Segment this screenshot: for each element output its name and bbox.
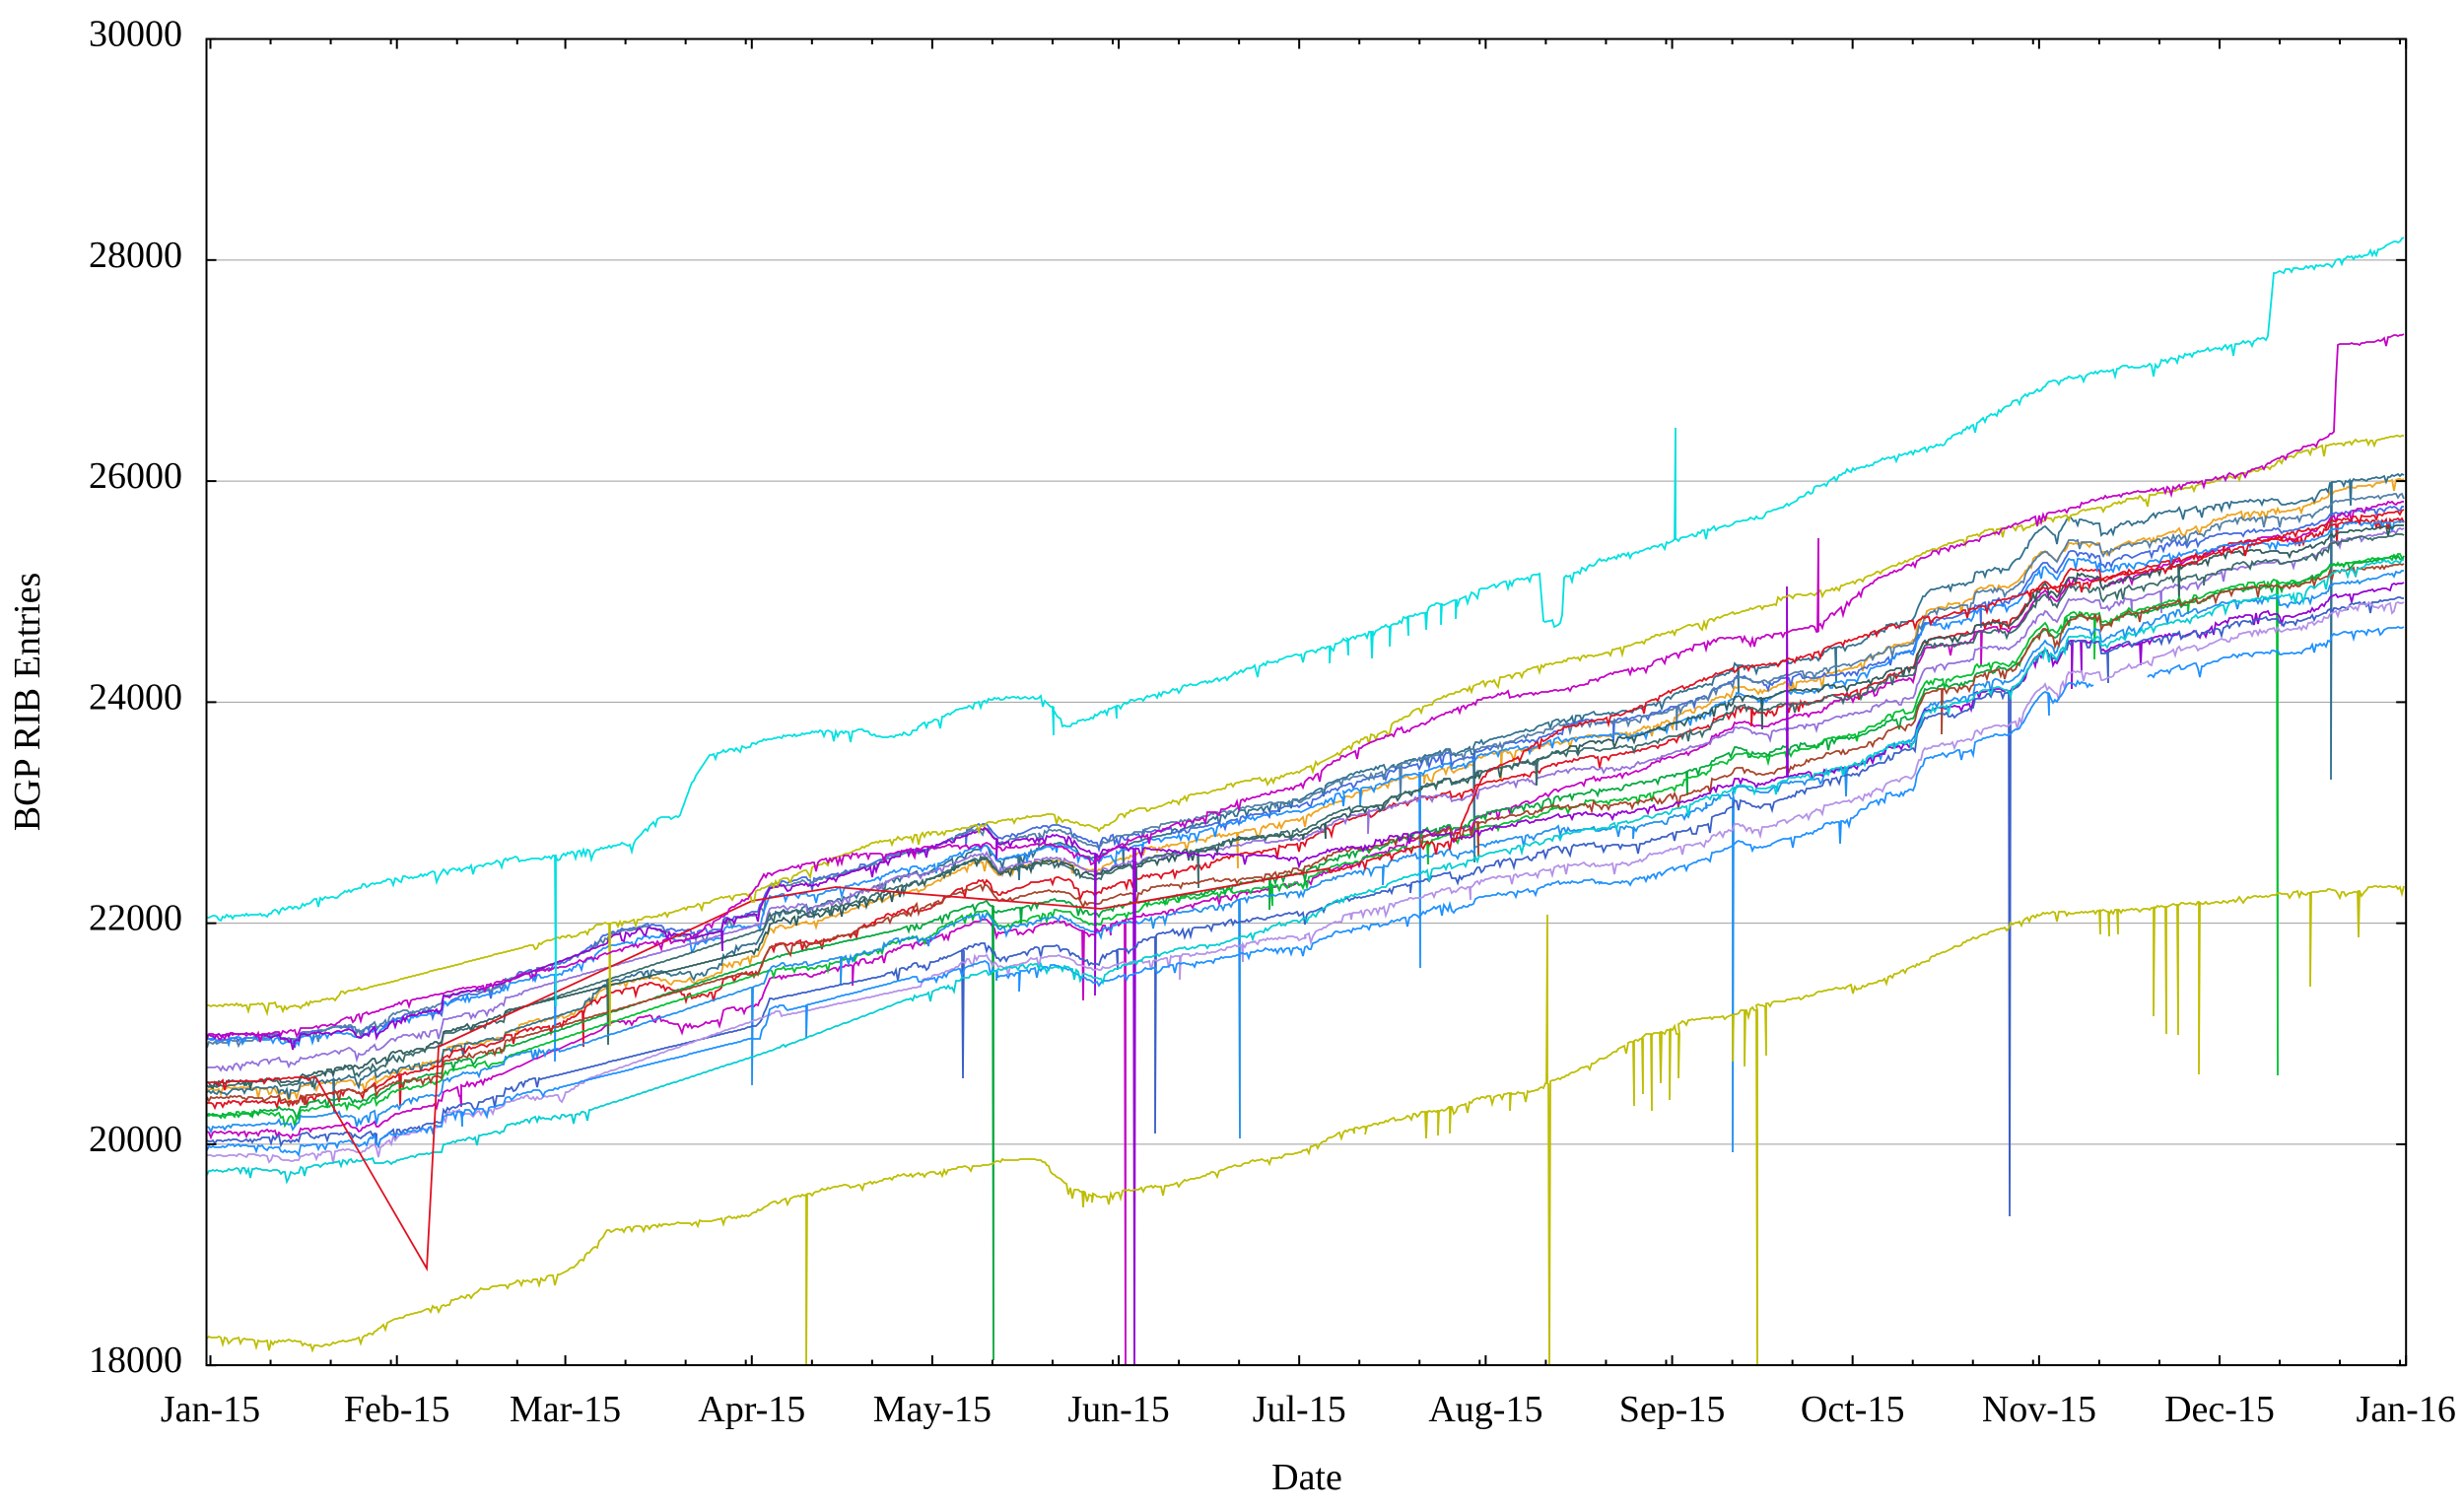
svg-text:22000: 22000 — [89, 898, 182, 939]
svg-text:Jan-15: Jan-15 — [161, 1389, 260, 1430]
svg-text:Nov-15: Nov-15 — [1982, 1389, 2096, 1430]
svg-text:Oct-15: Oct-15 — [1801, 1389, 1905, 1430]
svg-text:Mar-15: Mar-15 — [510, 1389, 621, 1430]
svg-text:Jun-15: Jun-15 — [1067, 1389, 1169, 1430]
svg-text:Date: Date — [1271, 1457, 1342, 1498]
svg-text:BGP RIB Entries: BGP RIB Entries — [7, 573, 48, 832]
svg-text:Apr-15: Apr-15 — [698, 1389, 805, 1430]
svg-text:Jul-15: Jul-15 — [1253, 1389, 1346, 1430]
svg-text:30000: 30000 — [89, 14, 182, 55]
svg-text:Aug-15: Aug-15 — [1428, 1389, 1542, 1430]
svg-text:Jan-16: Jan-16 — [2357, 1389, 2456, 1430]
svg-text:24000: 24000 — [89, 676, 182, 718]
svg-text:May-15: May-15 — [873, 1389, 992, 1430]
svg-text:Dec-15: Dec-15 — [2164, 1389, 2275, 1430]
svg-text:Feb-15: Feb-15 — [344, 1389, 450, 1430]
svg-text:28000: 28000 — [89, 235, 182, 276]
svg-text:26000: 26000 — [89, 455, 182, 497]
svg-text:Sep-15: Sep-15 — [1619, 1389, 1726, 1430]
svg-text:20000: 20000 — [89, 1119, 182, 1160]
svg-text:18000: 18000 — [89, 1339, 182, 1381]
